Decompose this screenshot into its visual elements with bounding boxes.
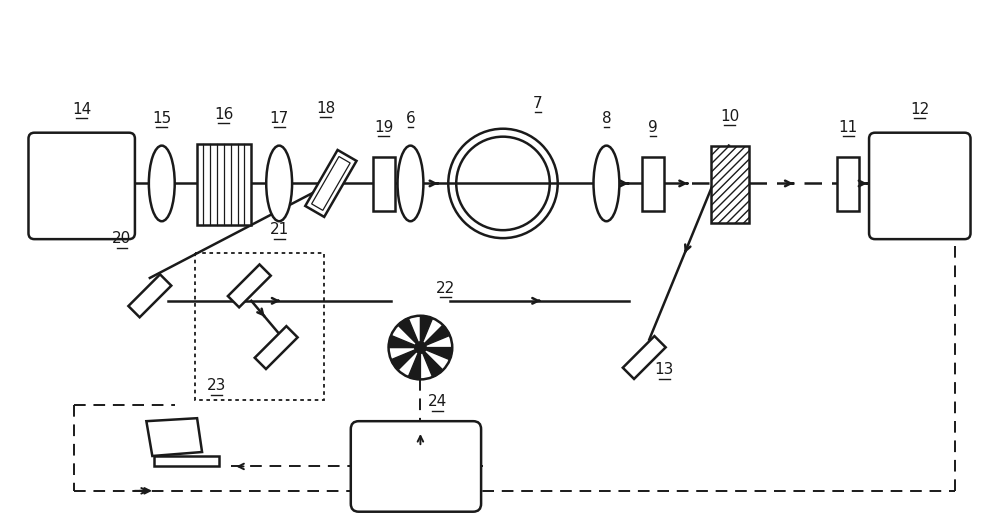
- Text: 12: 12: [910, 102, 929, 117]
- Text: 21: 21: [270, 222, 289, 237]
- Text: 6: 6: [406, 111, 415, 126]
- Text: 18: 18: [316, 101, 336, 116]
- Bar: [373, 157, 395, 211]
- Text: 8: 8: [602, 111, 611, 126]
- Polygon shape: [228, 264, 271, 307]
- Polygon shape: [420, 325, 450, 348]
- Polygon shape: [420, 348, 452, 359]
- Ellipse shape: [266, 145, 292, 221]
- Ellipse shape: [149, 145, 175, 221]
- Bar: [837, 157, 859, 211]
- Polygon shape: [623, 336, 666, 379]
- Ellipse shape: [594, 145, 619, 221]
- Text: 15: 15: [152, 111, 171, 126]
- FancyBboxPatch shape: [869, 133, 971, 239]
- Text: 16: 16: [214, 107, 234, 122]
- Polygon shape: [255, 326, 298, 369]
- Polygon shape: [408, 348, 420, 380]
- Ellipse shape: [398, 145, 423, 221]
- Text: 23: 23: [207, 378, 226, 393]
- Text: 13: 13: [654, 363, 674, 378]
- Bar: [642, 157, 664, 211]
- Bar: [711, 145, 749, 223]
- Polygon shape: [391, 348, 420, 370]
- FancyBboxPatch shape: [28, 133, 135, 239]
- Polygon shape: [154, 456, 219, 466]
- Bar: [197, 144, 251, 225]
- Text: 14: 14: [72, 102, 91, 117]
- Circle shape: [415, 342, 426, 353]
- Polygon shape: [420, 316, 433, 348]
- Text: 9: 9: [648, 119, 658, 135]
- Bar: [195, 253, 324, 400]
- Polygon shape: [146, 418, 202, 456]
- Text: 20: 20: [112, 231, 132, 246]
- Text: 19: 19: [374, 119, 393, 135]
- Text: 22: 22: [436, 281, 455, 296]
- Text: 24: 24: [428, 394, 447, 409]
- FancyBboxPatch shape: [351, 421, 481, 512]
- Polygon shape: [305, 150, 357, 217]
- Polygon shape: [420, 348, 443, 377]
- Polygon shape: [389, 336, 420, 348]
- Text: 10: 10: [720, 109, 739, 124]
- Polygon shape: [398, 318, 420, 348]
- Text: 17: 17: [270, 111, 289, 126]
- Text: 11: 11: [839, 119, 858, 135]
- Text: 7: 7: [533, 96, 543, 111]
- Polygon shape: [128, 275, 171, 318]
